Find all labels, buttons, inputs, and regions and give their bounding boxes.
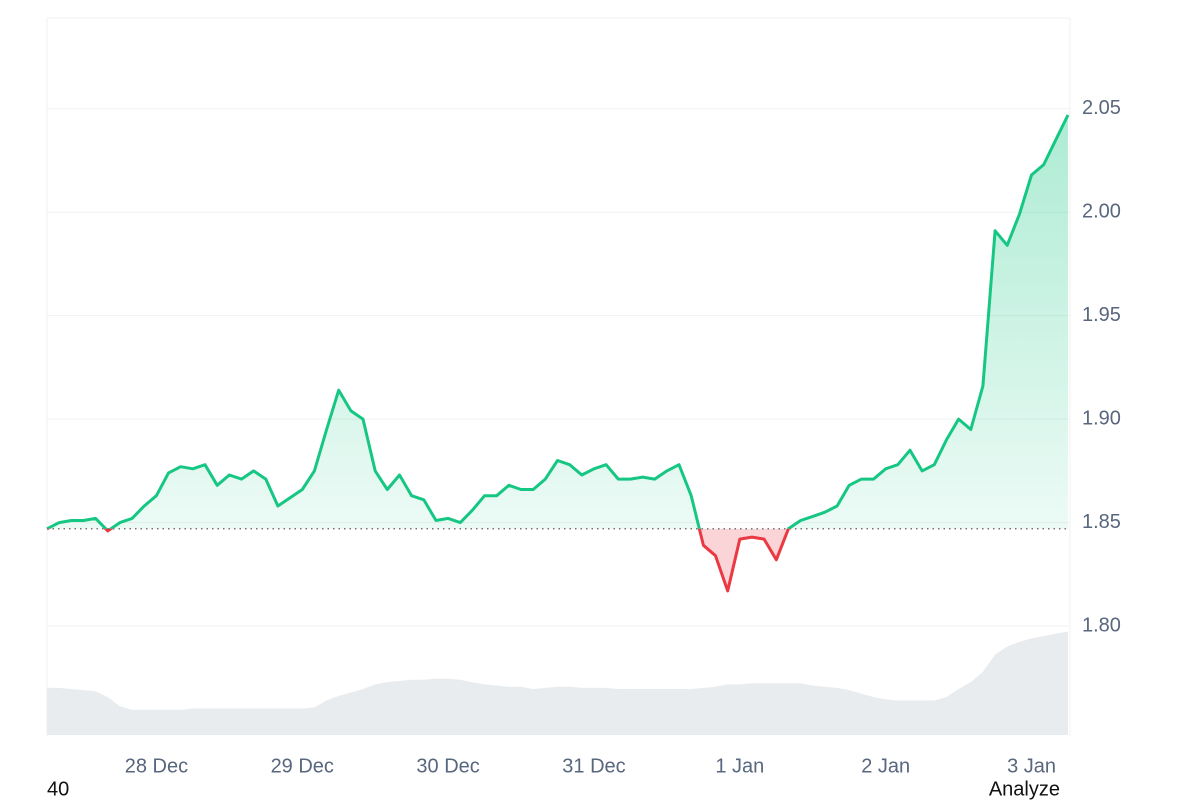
area-up [47,115,1068,529]
x-tick-label: 1 Jan [715,755,764,777]
footer-left: 40 [47,778,69,800]
x-tick-label: 29 Dec [271,755,334,777]
x-tick-label: 28 Dec [125,755,188,777]
x-tick-label: 2 Jan [861,755,910,777]
analyze-button[interactable]: Analyze [989,778,1060,800]
x-tick-label: 31 Dec [562,755,625,777]
y-tick-label: 1.95 [1082,304,1121,326]
y-tick-label: 2.00 [1082,201,1121,223]
y-tick-label: 1.85 [1082,511,1121,533]
x-tick-label: 3 Jan [1007,755,1056,777]
y-tick-label: 2.05 [1082,97,1121,119]
y-tick-label: 1.90 [1082,407,1121,429]
volume-area [47,631,1068,735]
price-line-up [46,114,1070,529]
x-tick-label: 30 Dec [416,755,479,777]
y-tick-label: 1.80 [1082,614,1121,636]
